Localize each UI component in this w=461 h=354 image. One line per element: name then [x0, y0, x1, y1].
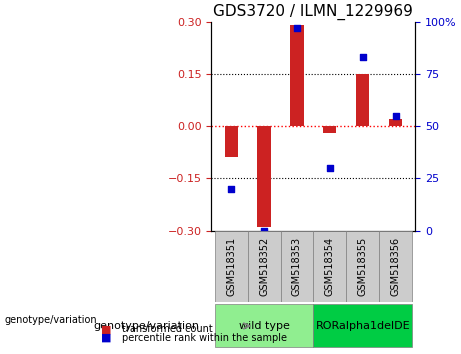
FancyBboxPatch shape: [215, 230, 248, 302]
Text: GSM518355: GSM518355: [358, 237, 368, 296]
Text: GSM518354: GSM518354: [325, 237, 335, 296]
Text: wild type: wild type: [239, 321, 290, 331]
Text: RORalpha1delDE: RORalpha1delDE: [315, 321, 410, 331]
Bar: [356, 74, 369, 126]
FancyBboxPatch shape: [313, 304, 412, 347]
Point: [260, 228, 268, 233]
Point: [326, 165, 334, 171]
Bar: [290, 25, 303, 126]
FancyBboxPatch shape: [280, 230, 313, 302]
FancyBboxPatch shape: [379, 230, 412, 302]
Title: GDS3720 / ILMN_1229969: GDS3720 / ILMN_1229969: [213, 4, 414, 21]
Point: [392, 113, 399, 119]
Text: transformed count: transformed count: [122, 324, 213, 334]
FancyBboxPatch shape: [248, 230, 280, 302]
Text: GSM518352: GSM518352: [259, 237, 269, 296]
Text: ■: ■: [101, 324, 112, 334]
Text: percentile rank within the sample: percentile rank within the sample: [122, 333, 287, 343]
FancyBboxPatch shape: [346, 230, 379, 302]
Text: GSM518353: GSM518353: [292, 237, 302, 296]
FancyBboxPatch shape: [313, 230, 346, 302]
Point: [227, 186, 235, 192]
Text: genotype/variation: genotype/variation: [93, 321, 199, 331]
Point: [293, 25, 301, 31]
FancyBboxPatch shape: [215, 304, 313, 347]
Text: ■: ■: [101, 333, 112, 343]
Bar: [323, 126, 337, 133]
Bar: [258, 126, 271, 227]
Text: genotype/variation: genotype/variation: [5, 315, 97, 325]
Bar: [389, 119, 402, 126]
Point: [359, 55, 366, 60]
Text: GSM518351: GSM518351: [226, 237, 236, 296]
Bar: [225, 126, 238, 158]
Text: GSM518356: GSM518356: [391, 237, 401, 296]
